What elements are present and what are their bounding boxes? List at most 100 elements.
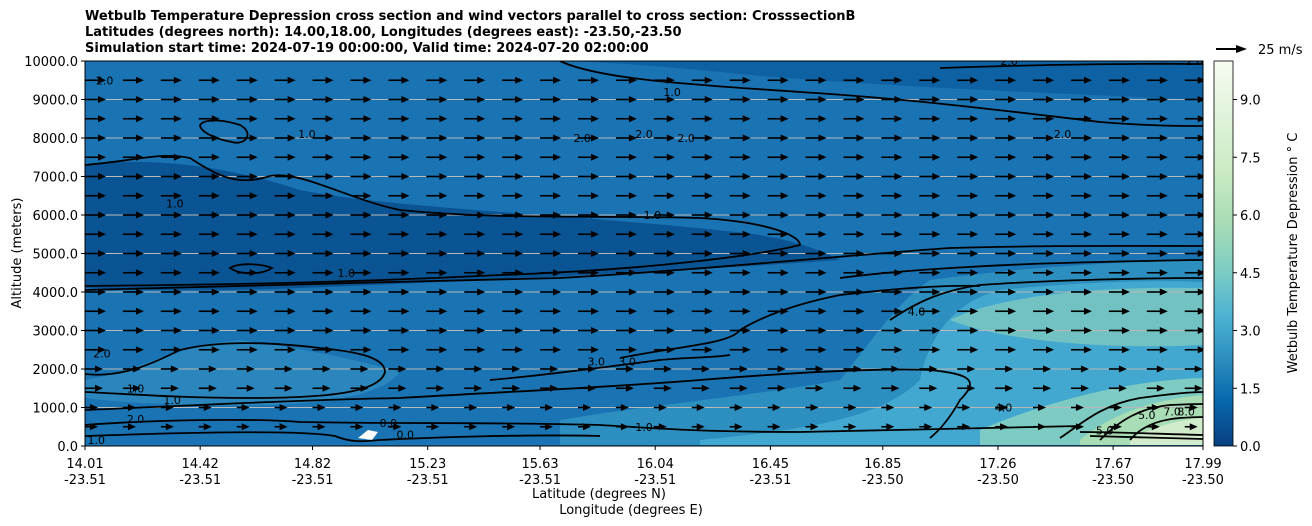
wind-vector-head — [211, 115, 220, 123]
wind-vector-head — [628, 307, 637, 315]
wind-vector-head — [780, 250, 789, 257]
wind-vector-head — [515, 153, 524, 161]
wind-vector-head — [469, 404, 478, 411]
wind-vector-head — [628, 115, 637, 123]
wind-vector-head — [401, 230, 410, 238]
wind-vector-head — [894, 307, 903, 315]
wind-vector-head — [1000, 423, 1009, 431]
wind-vector-head — [970, 115, 979, 123]
wind-vector-head — [1121, 346, 1130, 354]
wind-vector-head — [287, 96, 296, 103]
wind-vector-head — [135, 269, 144, 277]
wind-vector-head — [628, 288, 637, 296]
colorbar-tick-label: 7.5 — [1240, 151, 1261, 166]
wind-vector-head — [135, 250, 144, 257]
wind-vector-head — [924, 423, 933, 431]
wind-vector-head — [95, 384, 103, 392]
contour-line — [85, 431, 601, 443]
wind-vector-head — [1008, 134, 1017, 142]
wind-vector-head — [211, 250, 220, 257]
wind-vector-head — [932, 153, 941, 161]
wind-vector-head — [1197, 269, 1203, 277]
wind-vector-head — [932, 134, 941, 142]
wind-vector-head — [287, 269, 296, 277]
wind-vector-head — [363, 173, 372, 180]
wind-vector-head — [772, 423, 781, 431]
wind-vector-head — [1159, 115, 1168, 123]
wind-vector-head — [393, 404, 402, 411]
wind-vector-head — [1197, 346, 1203, 354]
wind-vector-head — [590, 173, 599, 180]
wind-vector-head — [477, 250, 486, 257]
wind-vector-head — [439, 153, 448, 161]
wind-vector-head — [815, 365, 824, 373]
wind-vector-head — [704, 76, 713, 84]
wind-vector-head — [894, 115, 903, 123]
wind-vector-head — [553, 192, 562, 200]
wind-vector-head — [590, 211, 599, 219]
wind-vector-head — [932, 115, 941, 123]
wind-vector-head — [628, 346, 637, 354]
wind-vector-head — [924, 404, 933, 411]
wind-vector-head — [1046, 134, 1055, 142]
contour-label: 1.0 — [635, 421, 653, 434]
contour-label: 5.0 — [1096, 425, 1114, 438]
wind-vector-head — [284, 365, 293, 373]
wind-vector-head — [1046, 192, 1055, 200]
wind-vector-head — [742, 307, 751, 315]
wind-vector-head — [780, 76, 789, 84]
wind-vector-head — [439, 192, 448, 200]
x-tick-lon-label: -23.50 — [1092, 473, 1134, 488]
wind-vector-head — [477, 327, 486, 334]
wind-vector-head — [241, 423, 250, 431]
contour-label: 1.0 — [166, 197, 184, 210]
wind-vector-head — [1121, 269, 1130, 277]
wind-vector-head — [932, 346, 941, 354]
wind-vector-head — [393, 423, 402, 431]
wind-vector-head — [317, 423, 326, 431]
wind-vector-head — [173, 134, 182, 142]
wind-vector-head — [98, 307, 106, 315]
field-mid-lower-left — [85, 340, 400, 406]
wind-vector-head — [742, 173, 751, 180]
wind-vector-head — [1008, 76, 1017, 84]
wind-vector-head — [1189, 404, 1198, 411]
wind-vector-head — [515, 96, 524, 103]
wind-vector-head — [1159, 346, 1168, 354]
wind-vector-head — [401, 327, 410, 334]
wind-vector-head — [211, 134, 220, 142]
wind-vector-head — [287, 307, 296, 315]
wind-vector-head — [363, 96, 372, 103]
quiver-key-label: 25 m/s — [1258, 43, 1303, 58]
wind-vector-head — [818, 173, 827, 180]
contour-label: 8.0 — [1177, 405, 1195, 418]
colorbar-tick-label: 6.0 — [1240, 209, 1261, 224]
wind-vector-head — [818, 269, 827, 277]
x-tick-lat-label: 15.23 — [409, 457, 446, 472]
wind-vector-head — [98, 288, 106, 296]
wind-vector-head — [666, 96, 675, 103]
wind-vector-head — [970, 173, 979, 180]
wind-vector-head — [886, 423, 895, 431]
wind-vector-head — [704, 115, 713, 123]
wind-vector-head — [474, 384, 483, 392]
wind-vector-head — [894, 192, 903, 200]
wind-vector-head — [1159, 307, 1168, 315]
wind-vector-head — [856, 192, 865, 200]
wind-vector-head — [704, 192, 713, 200]
wind-vector-head — [208, 365, 217, 373]
wind-vector-head — [856, 76, 865, 84]
wind-vector-head — [553, 134, 562, 142]
wind-vector-head — [553, 76, 562, 84]
field-darkest-band — [85, 161, 840, 291]
wind-vector-head — [894, 153, 903, 161]
wind-vector-head — [970, 307, 979, 315]
contour-label: 4.0 — [908, 305, 926, 318]
wind-vector-head — [249, 269, 258, 277]
x-tick-lat-label: 14.01 — [66, 457, 103, 472]
wind-vector-head — [1080, 384, 1089, 392]
wind-vector-head — [780, 269, 789, 277]
contour-label: 2.0 — [93, 348, 111, 361]
contour-line — [559, 61, 1203, 127]
